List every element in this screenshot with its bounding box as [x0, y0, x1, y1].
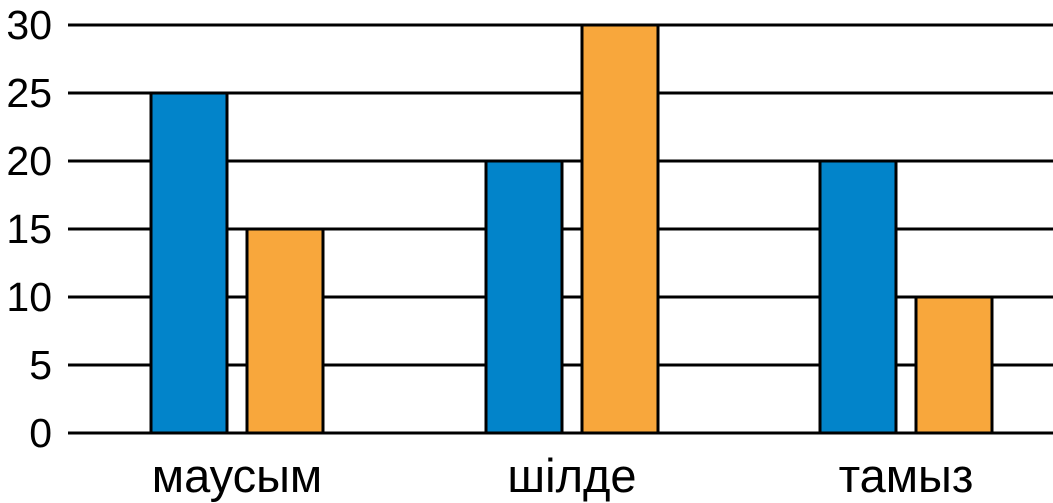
- y-tick-label: 30: [6, 2, 52, 48]
- y-tick-label: 5: [29, 342, 52, 388]
- bar-series2-3: [914, 295, 994, 435]
- bar-series1-2: [484, 159, 564, 435]
- bar-series2-1: [245, 227, 325, 435]
- y-tick-label: 10: [6, 274, 52, 320]
- x-category-label: тамыз: [839, 449, 974, 502]
- bar-series2-2: [580, 23, 660, 435]
- x-axis-category-labels: маусым шілде тамыз: [152, 449, 974, 502]
- y-tick-label: 20: [6, 138, 52, 184]
- y-tick-label: 25: [6, 70, 52, 116]
- y-axis-tick-labels: 0 5 10 15 20 25 30: [6, 2, 52, 456]
- bar-series1-1: [149, 91, 229, 435]
- bar-series1-3: [818, 159, 898, 435]
- bars: [149, 23, 994, 435]
- x-category-label: маусым: [152, 449, 323, 502]
- y-tick-label: 0: [29, 410, 52, 456]
- x-category-label: шілде: [507, 449, 636, 502]
- y-tick-label: 15: [6, 206, 52, 252]
